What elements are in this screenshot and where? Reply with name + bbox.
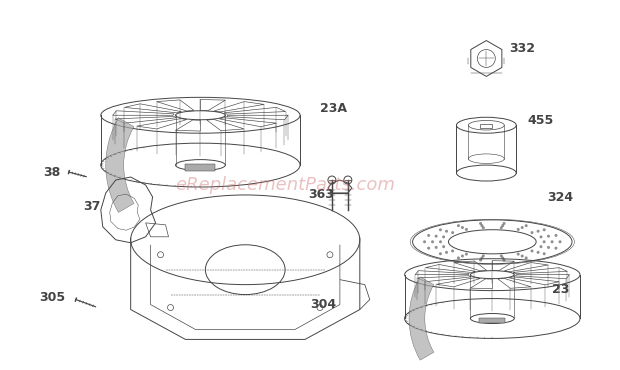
Text: 363: 363 [308,188,334,201]
Circle shape [542,240,546,243]
Circle shape [547,246,550,249]
Circle shape [451,249,454,252]
Bar [479,317,505,323]
Bar [185,164,215,171]
Circle shape [503,222,505,225]
Text: 332: 332 [509,42,535,55]
Circle shape [439,252,442,255]
Circle shape [427,247,430,250]
Text: 38: 38 [43,165,60,179]
Circle shape [445,251,448,254]
Circle shape [525,256,528,259]
Text: 37: 37 [83,201,100,213]
Circle shape [479,259,482,262]
Circle shape [445,230,448,233]
Text: 305: 305 [39,291,65,304]
Circle shape [465,228,468,231]
Circle shape [435,235,438,238]
Circle shape [547,235,550,238]
Circle shape [461,255,464,258]
Circle shape [442,235,445,238]
Circle shape [554,247,557,250]
Circle shape [531,249,533,252]
Circle shape [554,234,557,237]
Circle shape [536,230,539,233]
Circle shape [539,235,542,238]
Circle shape [531,231,533,234]
Circle shape [479,222,482,225]
Circle shape [482,226,485,229]
Circle shape [500,254,503,257]
Text: 324: 324 [547,191,574,205]
Circle shape [482,254,485,257]
Circle shape [536,251,539,254]
Circle shape [435,246,438,249]
Circle shape [439,240,442,243]
Circle shape [501,256,504,259]
Circle shape [465,253,468,256]
Circle shape [551,240,554,243]
Circle shape [500,226,503,229]
Text: 455: 455 [527,114,554,127]
Text: eReplacementParts.com: eReplacementParts.com [175,176,395,194]
Circle shape [516,228,520,231]
Circle shape [542,252,546,255]
Circle shape [427,234,430,237]
Text: 23A: 23A [320,102,347,115]
Circle shape [521,226,524,229]
Circle shape [525,224,528,227]
Circle shape [423,240,426,243]
Circle shape [461,226,464,229]
Circle shape [480,256,484,259]
Circle shape [539,245,542,248]
Circle shape [439,228,442,231]
Wedge shape [106,118,134,212]
Wedge shape [409,277,434,360]
Circle shape [480,224,484,227]
Circle shape [559,240,562,243]
Circle shape [451,231,454,234]
Circle shape [521,255,524,258]
Text: 304: 304 [310,298,336,311]
Circle shape [457,256,460,259]
Circle shape [442,245,445,248]
Text: 23: 23 [552,283,569,296]
Circle shape [431,240,434,243]
Bar [480,124,492,128]
Circle shape [542,228,546,231]
Circle shape [516,253,520,256]
Circle shape [457,224,460,227]
Circle shape [501,224,504,227]
Circle shape [503,259,505,262]
